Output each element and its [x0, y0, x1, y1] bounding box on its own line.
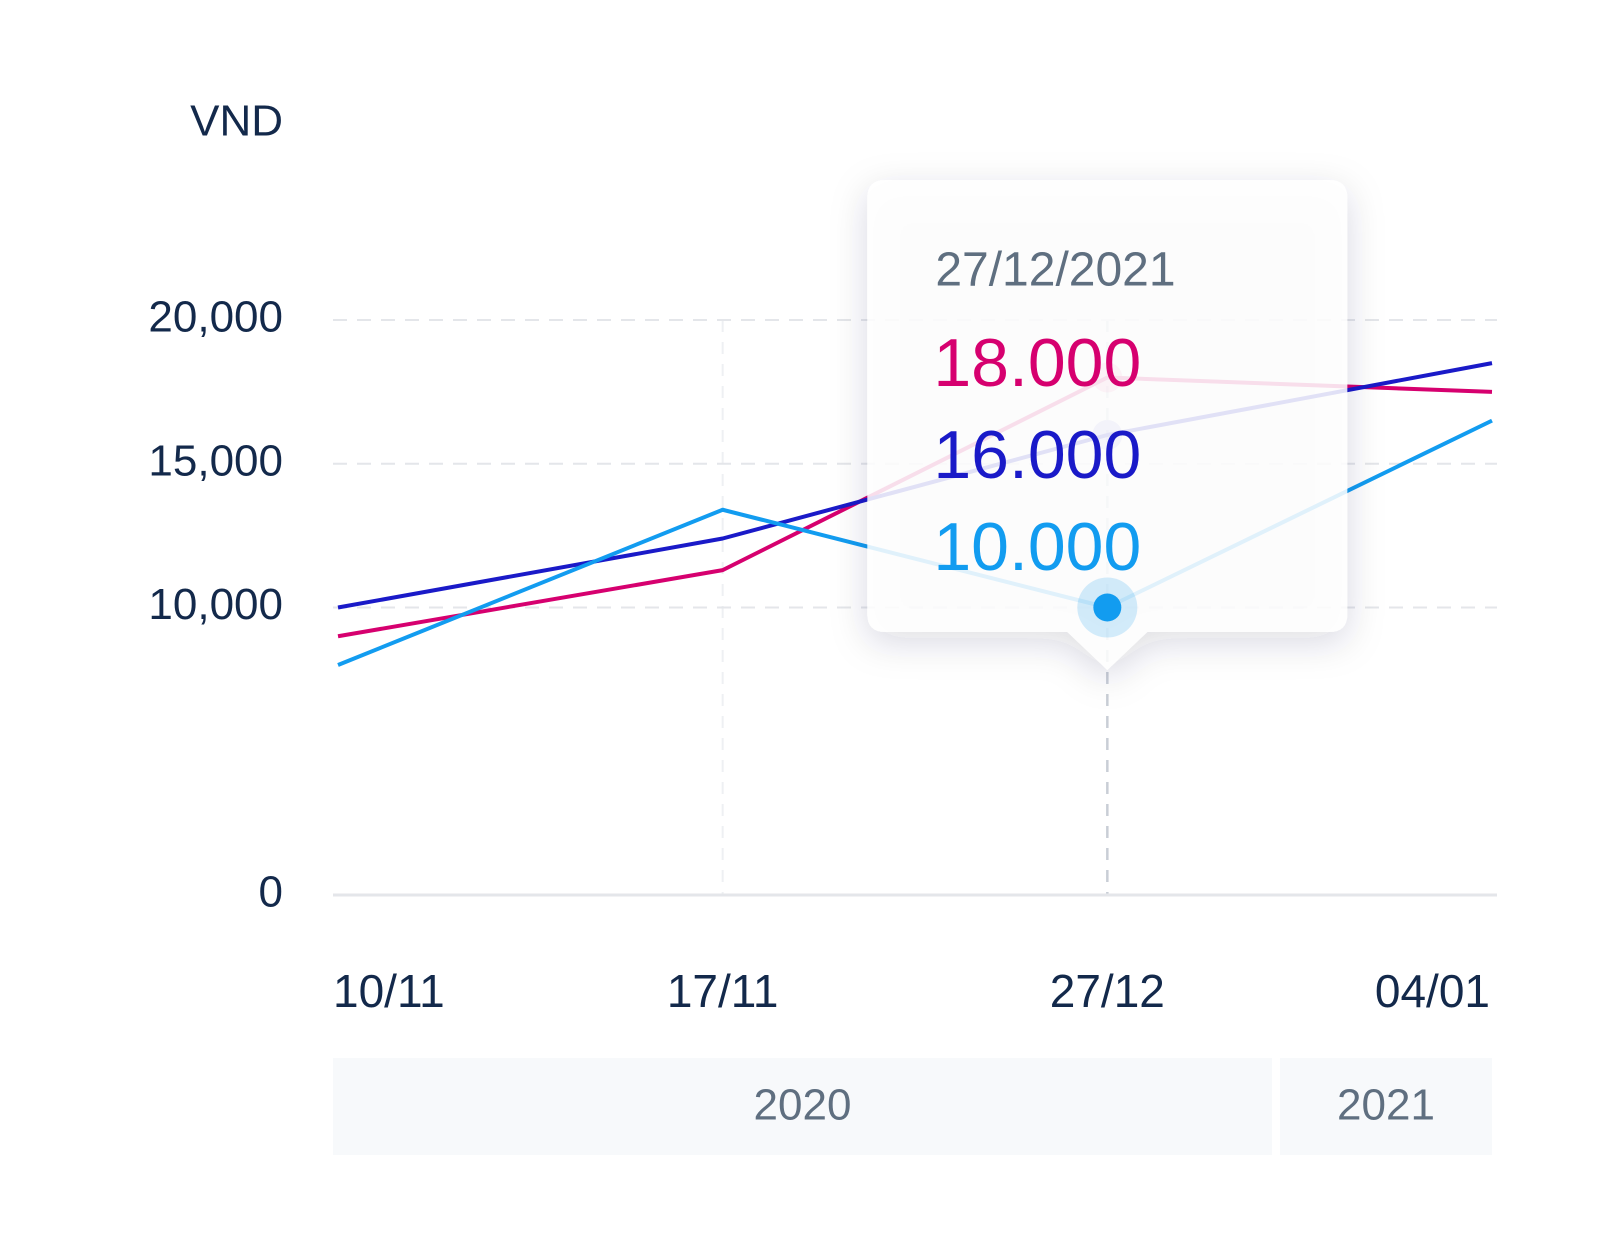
y-tick-label: 10,000 — [148, 580, 283, 629]
y-axis-label: VND — [190, 97, 283, 146]
x-tick-label: 04/01 — [1375, 965, 1490, 1017]
year-label: 2020 — [754, 1081, 852, 1130]
year-band — [333, 1058, 1272, 1155]
y-tick-label: 15,000 — [148, 436, 283, 485]
x-tick-label: 10/11 — [333, 965, 445, 1017]
year-band — [1280, 1058, 1492, 1155]
tooltip-value: 16.000 — [933, 417, 1141, 493]
tooltip-title: 27/12/2021 — [935, 244, 1175, 297]
tooltip-value: 10.000 — [933, 509, 1141, 585]
tooltip-box — [867, 180, 1348, 670]
active-marker — [1093, 593, 1122, 622]
x-tick-label: 27/12 — [1050, 965, 1165, 1017]
y-tick-label: 20,000 — [148, 293, 283, 342]
year-label: 2021 — [1337, 1081, 1435, 1130]
tooltip: 27/12/2021 18.000 16.000 10.000 — [867, 180, 1348, 670]
y-tick-label: 0 — [259, 868, 283, 917]
tooltip-value: 18.000 — [933, 325, 1141, 401]
x-tick-label: 17/11 — [667, 965, 779, 1017]
